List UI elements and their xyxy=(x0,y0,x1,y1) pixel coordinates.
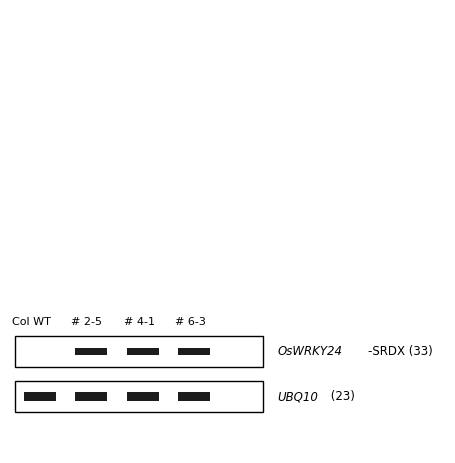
Bar xyxy=(177,348,209,355)
Text: Col WT: Col WT xyxy=(11,318,51,327)
Text: # 4-1: # 4-1 xyxy=(123,318,154,327)
Text: (23): (23) xyxy=(327,390,354,403)
Text: UBQ10: UBQ10 xyxy=(277,390,318,403)
Bar xyxy=(177,392,209,401)
Bar xyxy=(75,348,107,355)
Text: # 2-5: # 2-5 xyxy=(71,318,102,327)
Text: # 6-3: # 6-3 xyxy=(175,318,206,327)
Text: OsWRKY24: OsWRKY24 xyxy=(277,345,342,358)
Bar xyxy=(126,348,158,355)
Text: -SRDX (33): -SRDX (33) xyxy=(368,345,432,358)
Text: -SRDX: -SRDX xyxy=(363,304,403,317)
Bar xyxy=(15,381,263,412)
Bar xyxy=(126,392,158,401)
Text: Col WT: Col WT xyxy=(58,291,101,304)
Bar xyxy=(75,392,107,401)
Bar xyxy=(15,336,263,367)
Text: WRKY24: WRKY24 xyxy=(304,304,357,317)
Text: # 4-1: # 4-1 xyxy=(329,291,363,304)
Text: # 2-5: # 2-5 xyxy=(215,291,249,304)
Bar xyxy=(24,392,56,401)
Text: p35S:Os: p35S:Os xyxy=(252,304,304,317)
